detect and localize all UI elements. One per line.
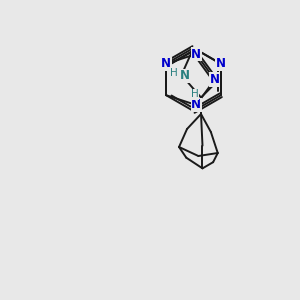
Text: H: H [170,68,178,79]
Text: N: N [180,69,190,82]
Text: N: N [216,57,226,70]
Text: N: N [161,57,171,70]
Text: N: N [210,73,220,86]
Text: H: H [190,89,198,100]
Text: N: N [191,98,201,112]
Text: N: N [191,47,201,61]
